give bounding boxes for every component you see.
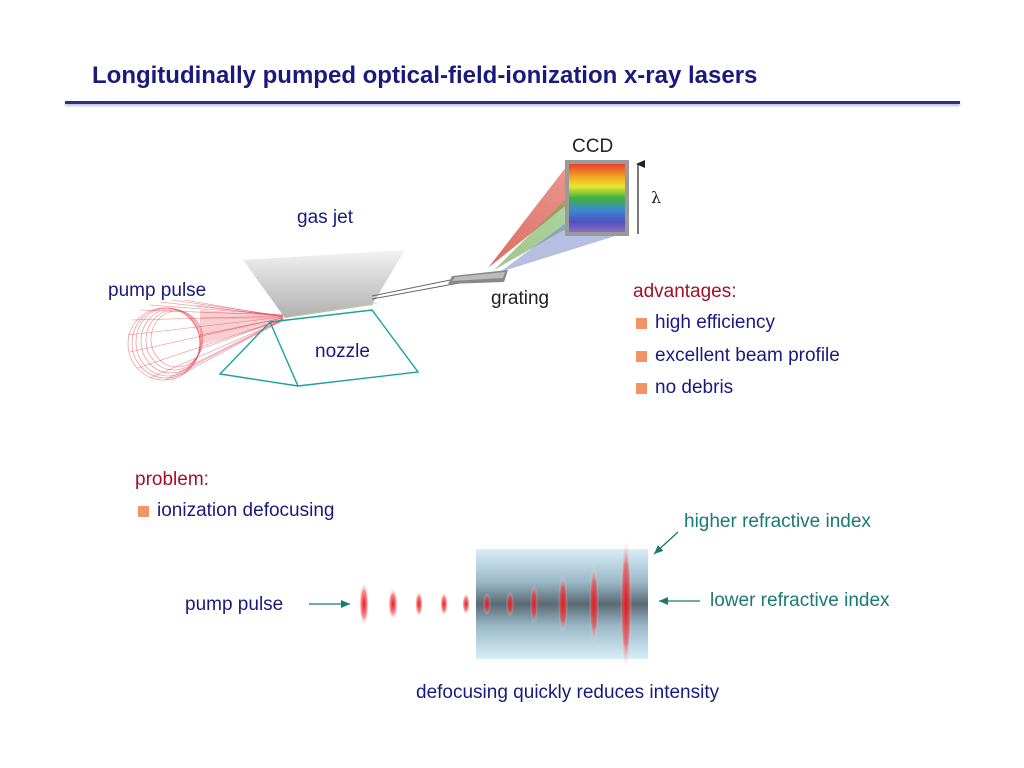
pump-beam-convergence xyxy=(200,310,283,345)
pulse-9 xyxy=(558,574,568,634)
ccd-detector xyxy=(565,160,629,236)
nozzle-outline xyxy=(218,309,420,387)
lower-index-label: lower refractive index xyxy=(710,590,890,611)
pump-pulse-label-top: pump pulse xyxy=(108,280,207,301)
nozzle-label: nozzle xyxy=(315,341,370,362)
grating xyxy=(448,270,508,284)
pulse-4 xyxy=(440,592,448,616)
pulse-3 xyxy=(415,591,423,617)
pulse-2 xyxy=(388,588,398,620)
bullet-square-icon xyxy=(636,383,647,394)
pulse-5 xyxy=(462,593,470,615)
problem-heading: problem: xyxy=(135,469,209,490)
pump-pulse-label-bottom: pump pulse xyxy=(185,594,284,615)
pulse-11 xyxy=(620,536,632,672)
bullet-square-icon xyxy=(636,318,647,329)
gas-jet-front xyxy=(285,302,380,318)
pulse-6 xyxy=(483,593,491,615)
grating-label: grating xyxy=(491,288,550,309)
advantage-item: excellent beam profile xyxy=(633,345,840,378)
lambda-label: λ xyxy=(651,188,662,207)
problem-list: ionization defocusing xyxy=(135,500,334,533)
gas-jet-label: gas jet xyxy=(297,207,353,228)
pulse-7 xyxy=(506,591,514,617)
higher-index-arrow xyxy=(653,531,679,555)
gas-jet-plume xyxy=(243,250,405,318)
advantage-item: no debris xyxy=(633,377,840,410)
advantage-item: high efficiency xyxy=(633,312,840,345)
bullet-square-icon xyxy=(138,506,149,517)
ccd-label: CCD xyxy=(572,136,614,157)
bullet-square-icon xyxy=(636,350,647,362)
defocus-caption: defocusing quickly reduces intensity xyxy=(416,682,720,703)
pulse-8 xyxy=(530,584,538,624)
problem-item: ionization defocusing xyxy=(135,500,334,533)
pump-pulse-cone xyxy=(127,299,284,381)
slide-title: Longitudinally pumped optical-field-ioni… xyxy=(92,62,758,89)
higher-index-label: higher refractive index xyxy=(684,511,871,532)
advantages-heading: advantages: xyxy=(633,281,737,302)
pulse-1 xyxy=(359,582,369,626)
pulse-10 xyxy=(589,564,599,644)
advantages-list: high efficiency excellent beam profile n… xyxy=(633,312,840,410)
title-rule xyxy=(65,101,960,104)
pulse-train xyxy=(359,536,632,672)
